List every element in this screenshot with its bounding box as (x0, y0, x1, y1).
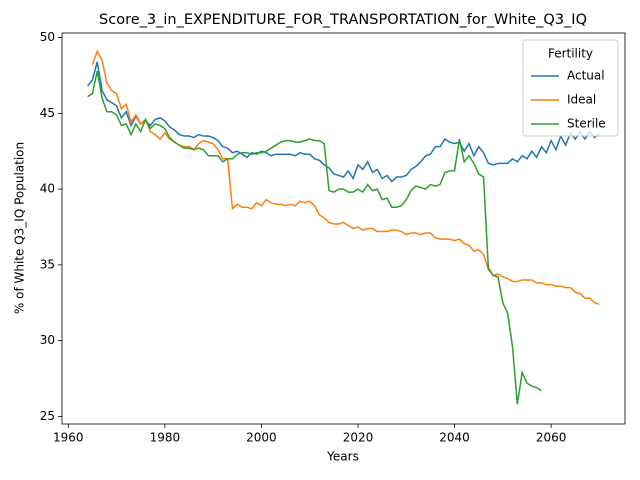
y-tick-label: 50 (40, 30, 55, 44)
y-tick-label: 40 (40, 182, 55, 196)
plot-frame (61, 32, 626, 425)
legend-title: Fertility (548, 47, 593, 61)
legend-label: Sterile (567, 117, 606, 131)
x-tick-label: 2000 (246, 431, 277, 445)
legend-label: Actual (567, 69, 605, 83)
series-line (87, 70, 542, 405)
x-axis-label: Years (326, 450, 359, 464)
x-tick-label: 2040 (439, 431, 470, 445)
y-axis-label: % of White Q3_IQ Population (13, 142, 27, 314)
y-tick-label: 45 (40, 106, 55, 120)
y-tick-label: 30 (40, 333, 55, 347)
x-tick-label: 2020 (343, 431, 374, 445)
x-tick-label: 2060 (536, 431, 567, 445)
legend-box (522, 39, 619, 137)
y-tick-label: 35 (40, 257, 55, 271)
legend-label: Ideal (567, 93, 596, 107)
series-line (87, 61, 600, 183)
x-tick-label: 1980 (150, 431, 181, 445)
x-tick-label: 1960 (53, 431, 84, 445)
chart-title: Score_3_in_EXPENDITURE_FOR_TRANSPORTATIO… (99, 12, 587, 28)
y-tick-label: 25 (40, 409, 55, 423)
